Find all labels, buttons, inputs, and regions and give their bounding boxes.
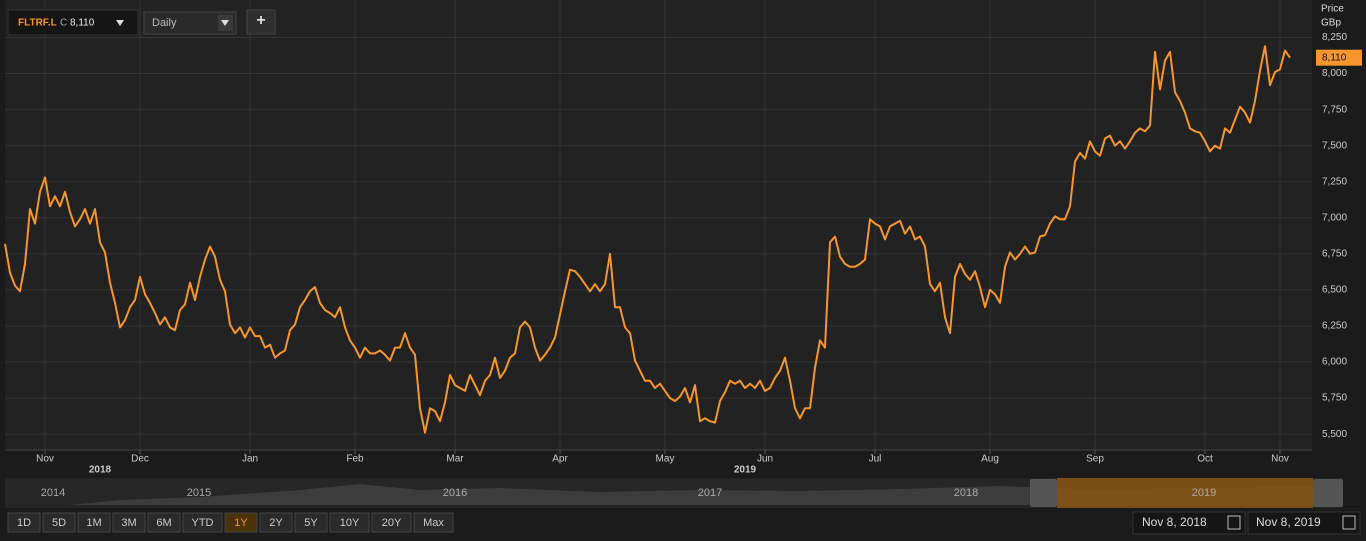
x-tick-label: Oct: [1197, 454, 1213, 465]
date-to-text: Nov 8, 2019: [1256, 515, 1321, 529]
y-axis-title: Price: [1321, 4, 1344, 15]
range-button[interactable]: [294, 512, 328, 533]
price-tag: [1316, 49, 1362, 66]
plot: [4, 45, 1291, 434]
navigator-handle[interactable]: [1313, 479, 1343, 507]
y-tick-label: 5,500: [1322, 429, 1347, 440]
x-tick-label: Aug: [981, 454, 999, 465]
navigator-year: 2017: [698, 487, 722, 499]
navigator-handle[interactable]: [1030, 479, 1057, 507]
range-button[interactable]: [371, 512, 412, 533]
y-tick-label: 7,750: [1322, 104, 1347, 115]
date-to[interactable]: [1247, 511, 1361, 535]
range-button-label: 2Y: [269, 517, 283, 529]
navigator-year: 2016: [443, 487, 467, 499]
calendar-icon[interactable]: [1342, 515, 1356, 530]
y-tick-label: 6,250: [1322, 321, 1347, 332]
y-tick-label: 6,500: [1322, 285, 1347, 296]
add-icon: +: [256, 12, 265, 29]
y-tick-label: 7,500: [1322, 140, 1347, 151]
x-tick-label: Nov: [1271, 454, 1289, 465]
x-year-label: 2018: [89, 465, 112, 476]
dropdown-arrow: [116, 20, 124, 26]
close-prefix: C: [60, 18, 67, 29]
price-line: [4, 45, 1291, 434]
navigator-labels: 2014 2015 2016 2017 2018 2019: [41, 487, 1216, 499]
x-tick-label: Feb: [346, 454, 364, 465]
y-tick-label: 5,750: [1322, 393, 1347, 404]
x-tick-label: Jun: [757, 454, 773, 465]
range-button[interactable]: [413, 512, 454, 533]
x-tick-label: Mar: [446, 454, 464, 465]
interval-select[interactable]: [143, 11, 237, 35]
plot-area: [5, 0, 1312, 450]
navigator-year: 2014: [41, 487, 65, 499]
range-buttons: 1D 5D 1M 3M 6M YTD 1Y 2Y 5Y 10Y 20Y Max: [7, 512, 454, 533]
range-button-label: 3M: [121, 517, 136, 529]
x-tick-label: May: [656, 454, 675, 465]
y-axis-unit: GBp: [1321, 18, 1341, 29]
x-tick-label: Apr: [552, 454, 568, 465]
x-year-label: 2019: [734, 465, 757, 476]
x-tick-label: Jan: [242, 454, 258, 465]
y-tick-label: 8,250: [1322, 32, 1347, 43]
y-tick-label: 6,000: [1322, 357, 1347, 368]
range-button-label: Max: [423, 517, 444, 529]
y-tick-label: 8,000: [1322, 68, 1347, 79]
range-button-label: 6M: [156, 517, 171, 529]
y-tick-label: 6,750: [1322, 248, 1347, 259]
x-tick-label: Sep: [1086, 454, 1104, 465]
range-button-label: 1Y: [234, 517, 248, 529]
range-button[interactable]: [182, 512, 223, 533]
date-from-text: Nov 8, 2018: [1142, 515, 1207, 529]
range-button[interactable]: [42, 512, 76, 533]
range-button[interactable]: [224, 512, 258, 533]
range-button-label: YTD: [192, 517, 214, 529]
navigator-year: 2015: [187, 487, 211, 499]
range-button-label: 1D: [17, 517, 31, 529]
range-button[interactable]: [147, 512, 181, 533]
range-button[interactable]: [112, 512, 146, 533]
symbol-box[interactable]: [7, 9, 139, 36]
symbol: FLTRF.L: [18, 18, 57, 29]
range-button[interactable]: [259, 512, 293, 533]
navigator-area: [70, 484, 1313, 505]
price-tag-label: 8,110: [1322, 52, 1347, 63]
range-button-label: 1M: [86, 517, 101, 529]
navigator-year: 2019: [1192, 487, 1216, 499]
interval: Daily: [152, 17, 177, 29]
navigator-year: 2018: [954, 487, 978, 499]
date-from[interactable]: [1132, 511, 1246, 535]
x-tick-label: Jul: [869, 454, 882, 465]
x-tick-label: Nov: [36, 454, 54, 465]
y-tick-label: 7,250: [1322, 176, 1347, 187]
navigator-selection[interactable]: [1057, 478, 1313, 508]
dropdown-arrow: [221, 20, 229, 26]
range-button[interactable]: [7, 512, 41, 533]
add-button[interactable]: [246, 9, 276, 35]
close-value: 8,110: [70, 18, 95, 29]
range-button[interactable]: [77, 512, 111, 533]
range-button-label: 10Y: [340, 517, 360, 529]
y-tick-label: 7,000: [1322, 212, 1347, 223]
calendar-icon[interactable]: [1227, 515, 1241, 530]
range-button-label: 20Y: [382, 517, 402, 529]
range-button-label: 5D: [52, 517, 66, 529]
range-button[interactable]: [329, 512, 370, 533]
grid: [5, 0, 1312, 450]
x-tick-label: Dec: [131, 454, 149, 465]
range-button-label: 5Y: [304, 517, 318, 529]
